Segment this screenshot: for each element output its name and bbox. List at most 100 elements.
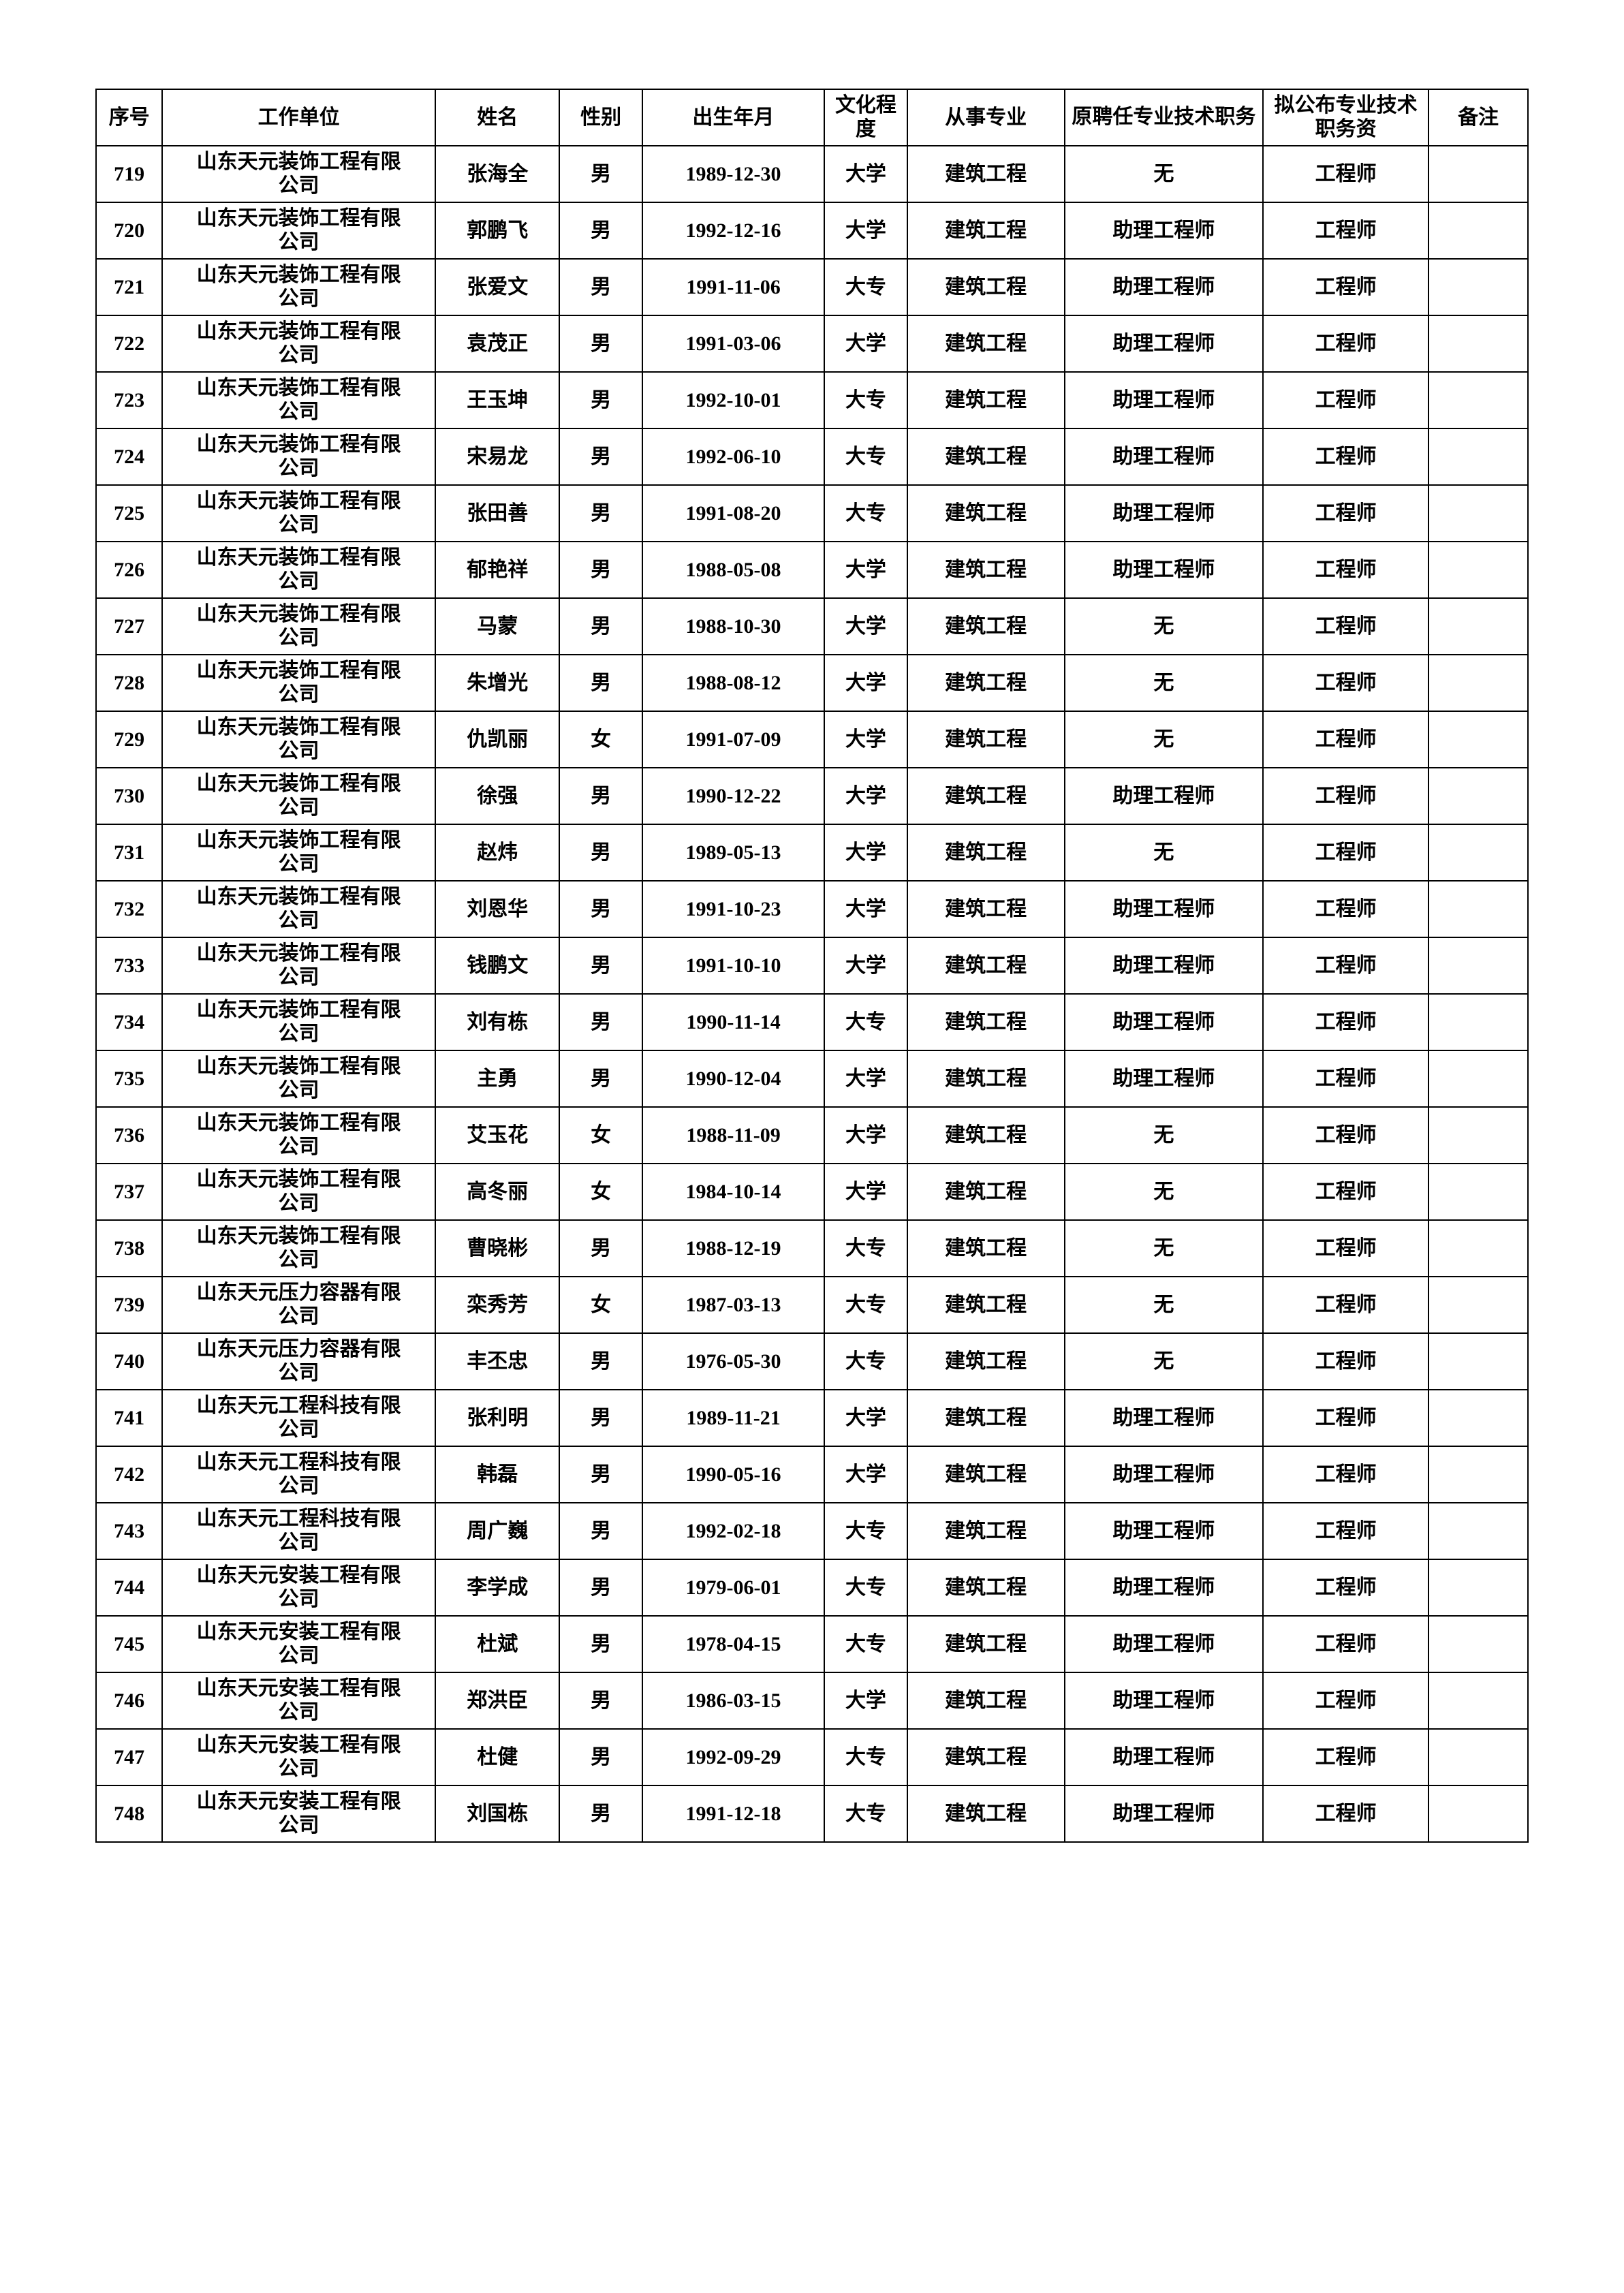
table-cell: 建筑工程 [907,146,1065,202]
table-cell: 大学 [824,598,907,655]
table-cell: 刘国栋 [435,1785,559,1842]
table-cell [1428,1390,1528,1446]
table-cell: 723 [96,372,162,428]
table-cell [1428,259,1528,315]
table-cell: 建筑工程 [907,1277,1065,1333]
table-cell: 山东天元装饰工程有限公司 [162,202,435,259]
table-cell: 735 [96,1050,162,1107]
table-cell: 李学成 [435,1559,559,1616]
table-cell: 山东天元装饰工程有限公司 [162,994,435,1050]
table-cell: 747 [96,1729,162,1785]
table-cell: 山东天元安装工程有限公司 [162,1729,435,1785]
table-cell: 无 [1065,824,1264,881]
table-cell: 1992-06-10 [642,428,824,485]
table-cell: 山东天元装饰工程有限公司 [162,824,435,881]
table-cell: 1988-12-19 [642,1220,824,1277]
table-cell: 1991-11-06 [642,259,824,315]
table-cell: 山东天元安装工程有限公司 [162,1559,435,1616]
table-cell: 男 [559,881,642,937]
table-cell: 1991-10-23 [642,881,824,937]
table-cell [1428,1785,1528,1842]
table-cell: 山东天元压力容器有限公司 [162,1333,435,1390]
table-row: 731山东天元装饰工程有限公司赵炜男1989-05-13大学建筑工程无工程师 [96,824,1528,881]
table-cell [1428,1107,1528,1164]
table-cell: 大专 [824,1559,907,1616]
table-cell: 徐强 [435,768,559,824]
table-cell: 1992-12-16 [642,202,824,259]
table-cell: 山东天元装饰工程有限公司 [162,428,435,485]
table-cell: 助理工程师 [1065,1616,1264,1672]
table-cell: 男 [559,1220,642,1277]
table-cell: 大学 [824,768,907,824]
table-row: 728山东天元装饰工程有限公司朱增光男1988-08-12大学建筑工程无工程师 [96,655,1528,711]
table-cell: 大专 [824,1277,907,1333]
table-cell: 无 [1065,1164,1264,1220]
table-cell: 建筑工程 [907,994,1065,1050]
table-cell: 山东天元装饰工程有限公司 [162,259,435,315]
table-cell: 工程师 [1263,1446,1428,1503]
table-cell: 1991-10-10 [642,937,824,994]
table-cell [1428,994,1528,1050]
header-row: 序号 工作单位 姓名 性别 出生年月 文化程度 从事专业 原聘任专业技术职务 拟… [96,89,1528,146]
table-cell: 722 [96,315,162,372]
table-cell: 工程师 [1263,994,1428,1050]
table-cell: 745 [96,1616,162,1672]
table-cell: 1988-05-08 [642,542,824,598]
table-cell: 山东天元装饰工程有限公司 [162,655,435,711]
table-cell: 刘有栋 [435,994,559,1050]
table-cell: 大学 [824,937,907,994]
table-body: 719山东天元装饰工程有限公司张海全男1989-12-30大学建筑工程无工程师7… [96,146,1528,1842]
table-cell: 山东天元安装工程有限公司 [162,1785,435,1842]
table-cell: 男 [559,768,642,824]
table-cell [1428,542,1528,598]
table-cell: 仇凯丽 [435,711,559,768]
table-cell: 男 [559,485,642,542]
table-cell [1428,655,1528,711]
table-cell: 726 [96,542,162,598]
table-cell: 1988-11-09 [642,1107,824,1164]
table-cell: 729 [96,711,162,768]
table-cell: 727 [96,598,162,655]
table-cell: 733 [96,937,162,994]
table-cell: 工程师 [1263,1164,1428,1220]
table-cell: 1986-03-15 [642,1672,824,1729]
table-cell: 女 [559,1107,642,1164]
table-cell: 1989-12-30 [642,146,824,202]
table-cell: 大学 [824,315,907,372]
table-cell: 男 [559,1446,642,1503]
table-cell: 助理工程师 [1065,1390,1264,1446]
table-cell: 工程师 [1263,1559,1428,1616]
table-cell: 734 [96,994,162,1050]
table-row: 735山东天元装饰工程有限公司主勇男1990-12-04大学建筑工程助理工程师工… [96,1050,1528,1107]
table-cell: 男 [559,1559,642,1616]
table-cell [1428,768,1528,824]
table-row: 727山东天元装饰工程有限公司马蒙男1988-10-30大学建筑工程无工程师 [96,598,1528,655]
table-cell: 山东天元装饰工程有限公司 [162,937,435,994]
table-cell: 建筑工程 [907,1164,1065,1220]
table-cell: 大学 [824,146,907,202]
table-row: 738山东天元装饰工程有限公司曹晓彬男1988-12-19大专建筑工程无工程师 [96,1220,1528,1277]
table-cell: 山东天元工程科技有限公司 [162,1390,435,1446]
table-cell: 工程师 [1263,655,1428,711]
table-cell: 1990-12-04 [642,1050,824,1107]
table-cell: 工程师 [1263,1503,1428,1559]
table-cell: 男 [559,1333,642,1390]
table-row: 734山东天元装饰工程有限公司刘有栋男1990-11-14大专建筑工程助理工程师… [96,994,1528,1050]
table-row: 729山东天元装饰工程有限公司仇凯丽女1991-07-09大学建筑工程无工程师 [96,711,1528,768]
table-row: 737山东天元装饰工程有限公司高冬丽女1984-10-14大学建筑工程无工程师 [96,1164,1528,1220]
table-cell: 1988-10-30 [642,598,824,655]
table-cell: 郁艳祥 [435,542,559,598]
table-row: 746山东天元安装工程有限公司郑洪臣男1986-03-15大学建筑工程助理工程师… [96,1672,1528,1729]
table-cell: 大专 [824,1729,907,1785]
table-cell [1428,711,1528,768]
header-prev: 原聘任专业技术职务 [1065,89,1264,146]
table-cell: 助理工程师 [1065,315,1264,372]
table-row: 741山东天元工程科技有限公司张利明男1989-11-21大学建筑工程助理工程师… [96,1390,1528,1446]
header-dob: 出生年月 [642,89,824,146]
table-cell: 助理工程师 [1065,1503,1264,1559]
table-row: 736山东天元装饰工程有限公司艾玉花女1988-11-09大学建筑工程无工程师 [96,1107,1528,1164]
table-cell: 建筑工程 [907,768,1065,824]
table-cell: 男 [559,1390,642,1446]
table-cell: 1984-10-14 [642,1164,824,1220]
table-cell [1428,1729,1528,1785]
